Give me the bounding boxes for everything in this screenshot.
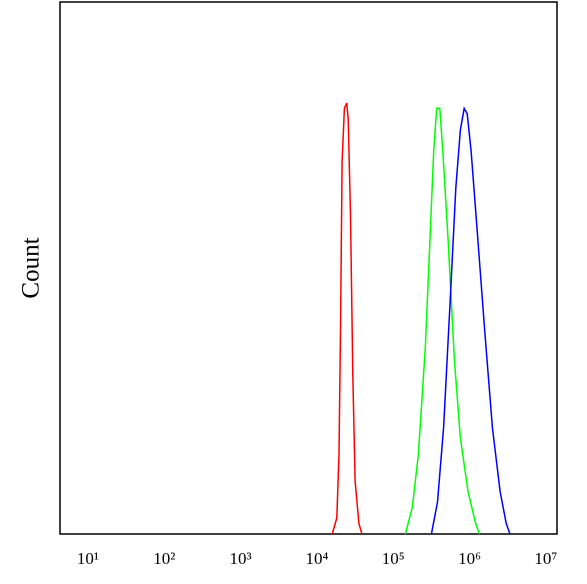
plot-frame — [59, 1, 558, 535]
histogram-line — [404, 107, 481, 535]
x-tick-label: 10³ — [230, 549, 252, 568]
x-tick-label: 10⁴ — [305, 549, 328, 568]
histogram-line — [331, 102, 363, 535]
histogram-line — [430, 106, 511, 535]
x-tick-label: 10¹ — [77, 549, 99, 568]
x-tick-label: 10⁷ — [534, 549, 557, 568]
y-axis-label: Count — [18, 237, 45, 298]
x-tick-label: 10⁶ — [458, 549, 481, 568]
x-tick-label: 10⁵ — [382, 549, 405, 568]
x-tick-label: 10² — [153, 549, 175, 568]
